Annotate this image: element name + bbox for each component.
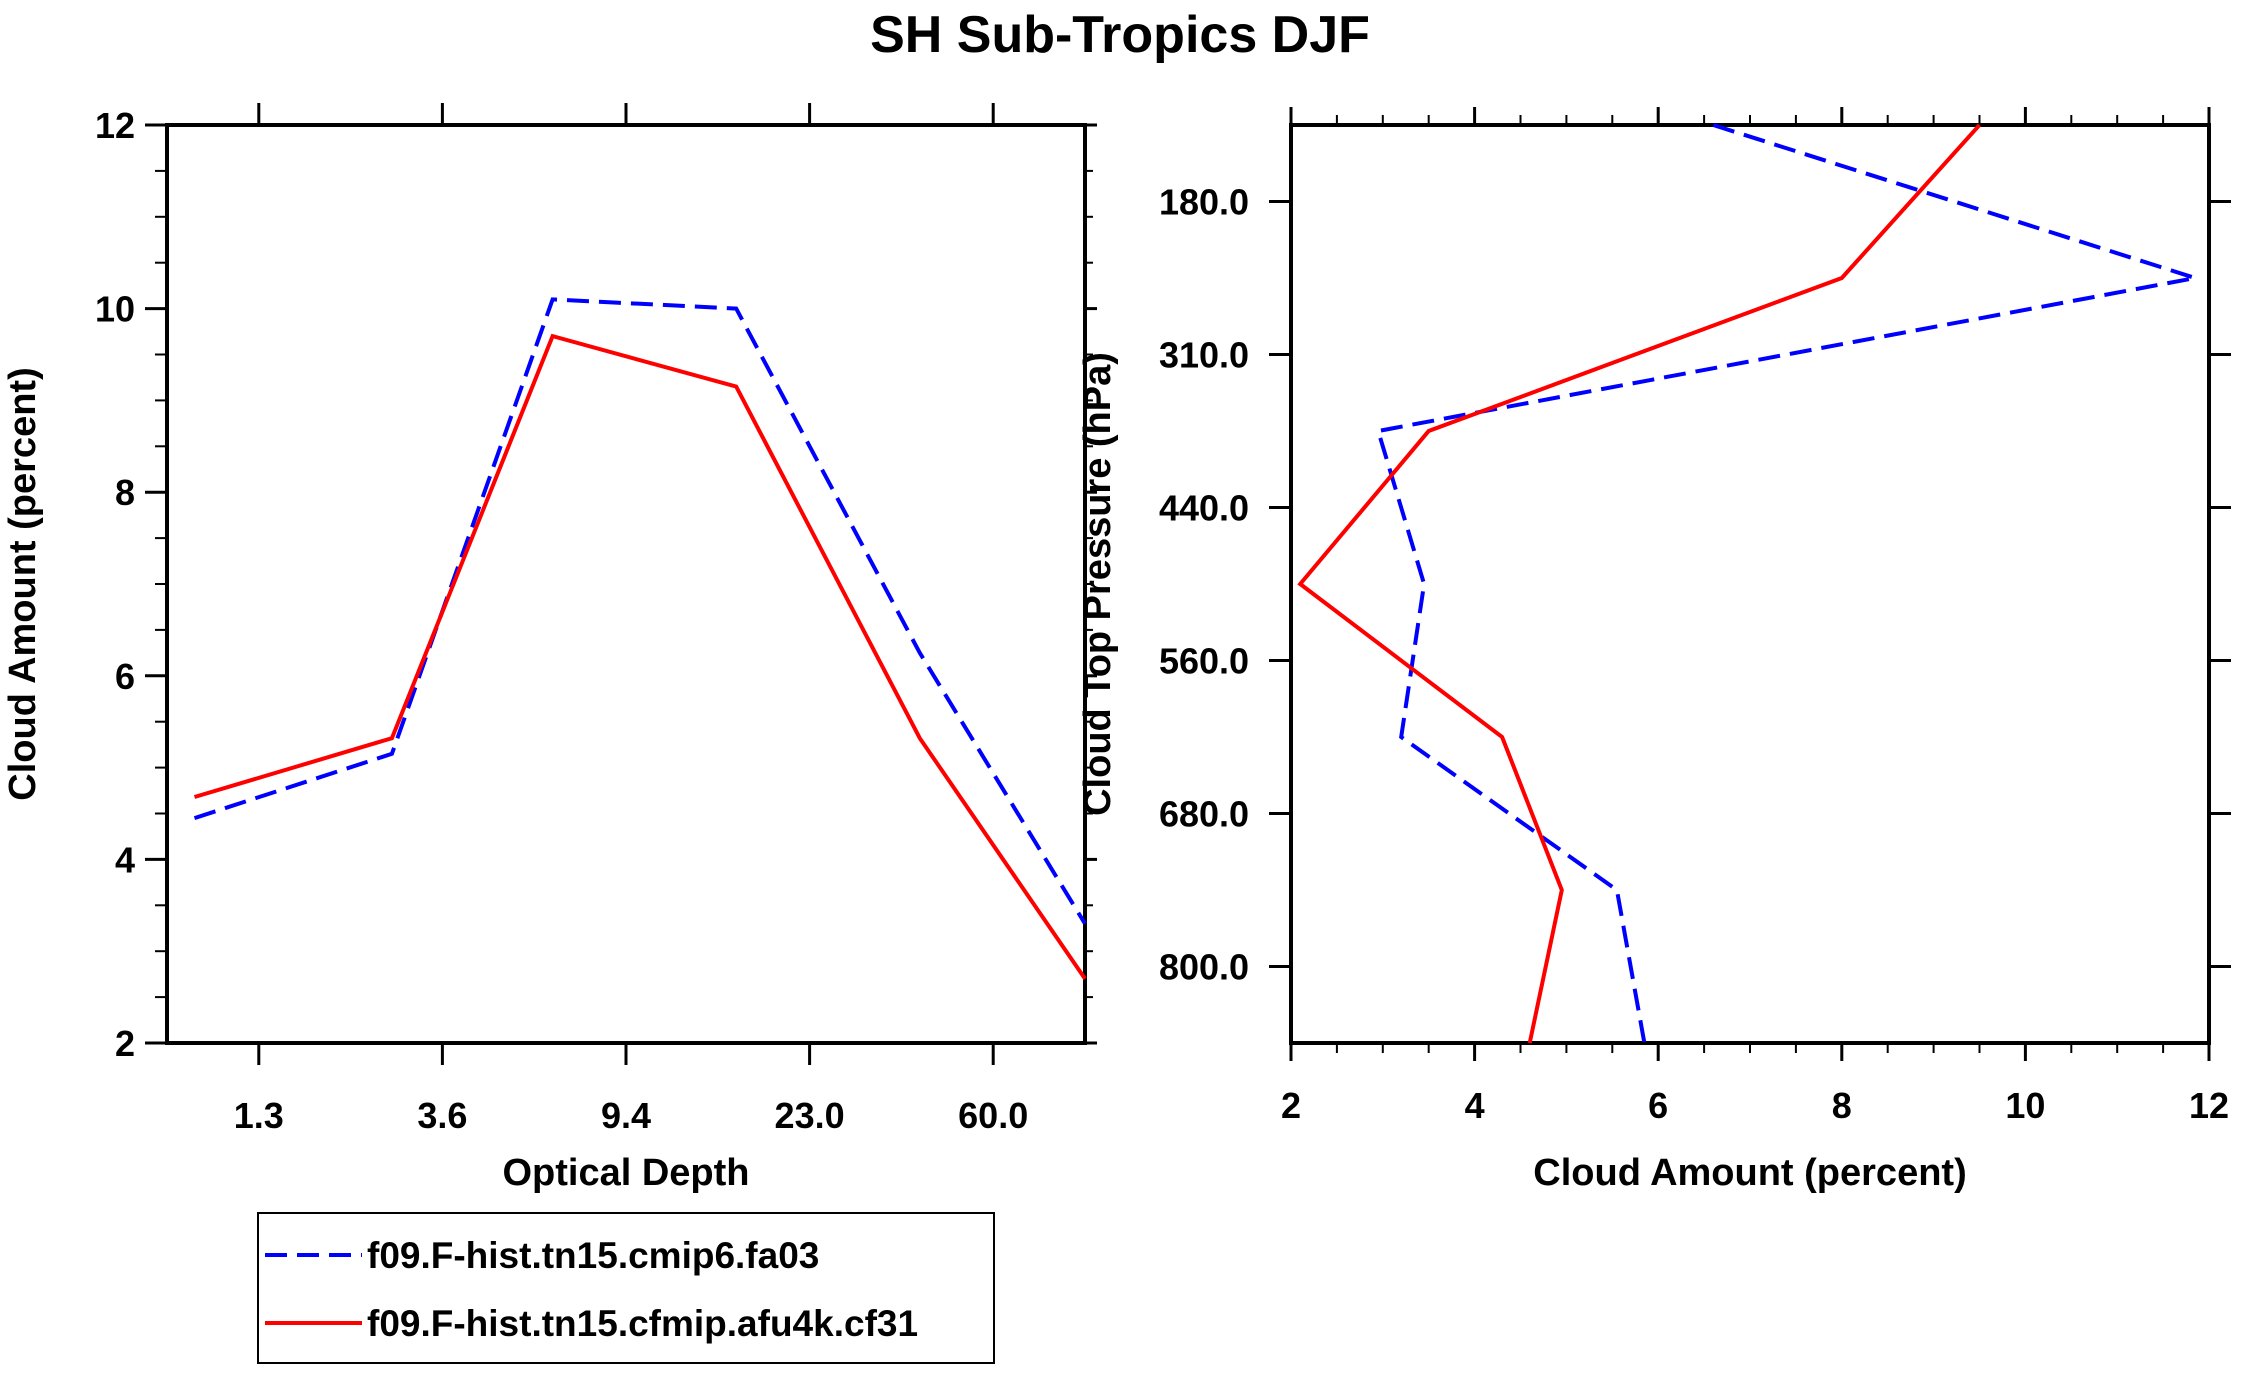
right-series-line-2 <box>1297 123 1981 1044</box>
left-plot-frame <box>165 123 1087 1045</box>
left-series-line-1 <box>193 297 1087 925</box>
left-x-tick-label: 1.3 <box>234 1095 284 1136</box>
left-series-lines <box>193 297 1087 980</box>
left-x-tick-label: 9.4 <box>601 1095 651 1136</box>
right-y-tick-label: 800.0 <box>1159 947 1249 988</box>
right-y-tick-label: 680.0 <box>1159 794 1249 835</box>
right-x-tick-label: 10 <box>2005 1085 2045 1126</box>
right-x-axis-title: Cloud Amount (percent) <box>1533 1152 1966 1194</box>
legend: f09.F-hist.tn15.cmip6.fa03 f09.F-hist.tn… <box>257 1212 995 1364</box>
right-y-tick-label: 180.0 <box>1159 182 1249 223</box>
right-series-lines <box>1297 123 2196 1044</box>
right-y-tick-label: 310.0 <box>1159 335 1249 376</box>
right-panel-cloud-top-pressure: 2 4 6 8 10 12 180.0 310.0 440.0 560.0 680.0 800.0 C… <box>1077 107 2231 1194</box>
left-y-tick-label: 8 <box>115 472 135 513</box>
left-y-tick-label: 12 <box>95 105 135 146</box>
left-x-axis-title: Optical Depth <box>502 1152 749 1194</box>
left-axis-ticks: 2 4 6 8 10 12 1.3 3.6 9.4 23.0 60.0 <box>95 103 1097 1136</box>
right-axis-ticks: 2 4 6 8 10 12 180.0 310.0 440.0 560.0 680.0 800.0 <box>1159 107 2231 1126</box>
left-x-tick-label: 23.0 <box>775 1095 845 1136</box>
legend-label-series-2: f09.F-hist.tn15.cfmip.afu4k.cf31 <box>367 1303 918 1344</box>
right-x-tick-label: 12 <box>2189 1085 2229 1126</box>
right-y-axis-title: Cloud Top Pressure (hPa) <box>1077 352 1119 816</box>
left-y-tick-label: 4 <box>115 839 135 880</box>
right-series-line-1 <box>1375 123 2196 1044</box>
right-y-tick-label: 560.0 <box>1159 641 1249 682</box>
left-y-tick-label: 10 <box>95 289 135 330</box>
right-x-tick-label: 4 <box>1465 1085 1485 1126</box>
right-x-tick-label: 2 <box>1281 1085 1301 1126</box>
left-y-tick-label: 6 <box>115 656 135 697</box>
left-series-line-2 <box>193 333 1087 980</box>
right-x-tick-label: 8 <box>1832 1085 1852 1126</box>
legend-box <box>257 1212 995 1364</box>
left-y-axis-title: Cloud Amount (percent) <box>2 367 44 800</box>
chart-title: SH Sub-Tropics DJF <box>870 6 1370 64</box>
right-plot-frame <box>1289 123 2211 1045</box>
right-x-tick-label: 6 <box>1648 1085 1668 1126</box>
left-x-tick-label: 60.0 <box>958 1095 1028 1136</box>
left-y-tick-label: 2 <box>115 1023 135 1064</box>
legend-label-series-1: f09.F-hist.tn15.cmip6.fa03 <box>367 1235 819 1276</box>
right-y-tick-label: 440.0 <box>1159 488 1249 529</box>
left-x-tick-label: 3.6 <box>417 1095 467 1136</box>
